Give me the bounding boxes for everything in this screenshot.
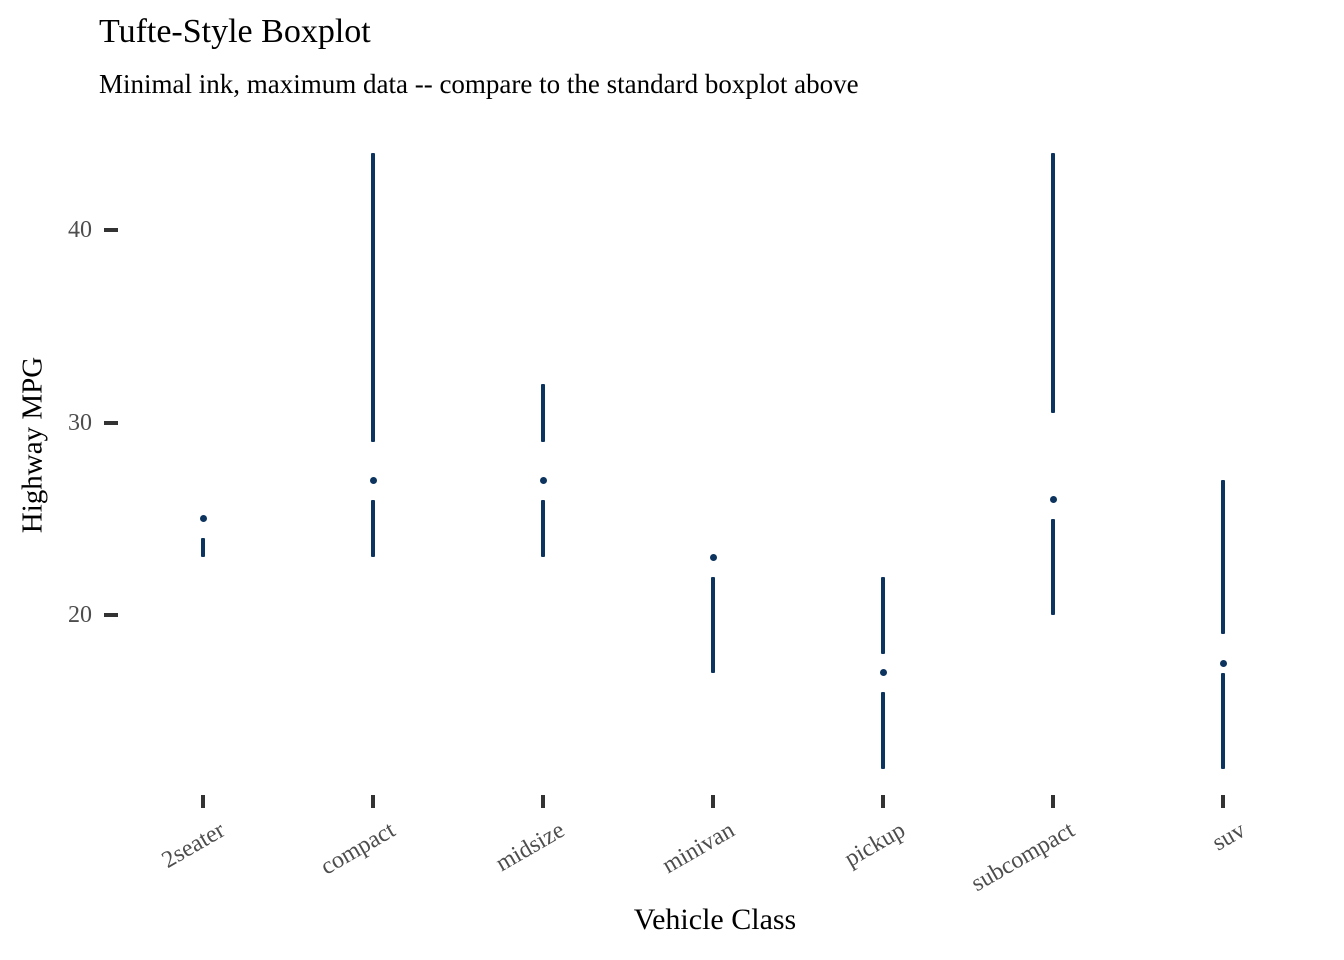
whisker-low-midsize — [541, 499, 545, 558]
y-tick-mark-40 — [104, 228, 118, 232]
whisker-low-pickup — [881, 692, 885, 769]
chart-title: Tufte-Style Boxplot — [99, 13, 371, 50]
whisker-low-suv — [1221, 672, 1225, 769]
whisker-low-2seater — [201, 538, 205, 558]
x-tick-label-suv: suv — [1207, 817, 1250, 857]
x-axis-title: Vehicle Class — [633, 903, 797, 936]
x-tick-mark-midsize — [541, 795, 545, 808]
x-tick-mark-2seater — [201, 795, 205, 808]
x-tick-mark-minivan — [711, 795, 715, 808]
median-dot-subcompact — [1049, 496, 1057, 503]
x-tick-label-compact: compact — [316, 817, 400, 881]
y-tick-mark-30 — [104, 420, 118, 425]
median-dot-suv — [1219, 659, 1227, 667]
x-tick-label-2seater: 2seater — [157, 817, 230, 874]
whisker-high-pickup — [881, 576, 885, 654]
x-tick-mark-subcompact — [1051, 795, 1055, 808]
median-dot-compact — [369, 476, 377, 484]
median-dot-pickup — [879, 669, 887, 677]
x-tick-label-subcompact: subcompact — [967, 817, 1080, 897]
median-dot-2seater — [199, 515, 207, 523]
x-tick-label-minivan: minivan — [658, 817, 740, 879]
y-tick-label-20: 20 — [68, 602, 92, 628]
x-tick-label-midsize: midsize — [491, 817, 570, 877]
whisker-high-midsize — [541, 384, 545, 442]
x-tick-mark-suv — [1221, 795, 1225, 808]
x-tick-mark-compact — [371, 795, 375, 808]
whisker-high-subcompact — [1051, 153, 1055, 413]
y-tick-label-30: 30 — [68, 409, 92, 436]
whisker-low-minivan — [711, 576, 715, 673]
y-tick-label-40: 40 — [68, 217, 92, 243]
chart-subtitle: Minimal ink, maximum data -- compare to … — [99, 69, 859, 99]
x-tick-mark-pickup — [881, 795, 885, 808]
y-tick-mark-20 — [104, 613, 118, 617]
whisker-high-suv — [1221, 480, 1225, 635]
median-dot-midsize — [539, 476, 547, 484]
whisker-low-compact — [371, 499, 375, 558]
whisker-low-subcompact — [1051, 518, 1055, 615]
whisker-high-compact — [371, 153, 375, 442]
median-dot-minivan — [709, 553, 717, 561]
x-tick-label-pickup: pickup — [839, 817, 910, 873]
